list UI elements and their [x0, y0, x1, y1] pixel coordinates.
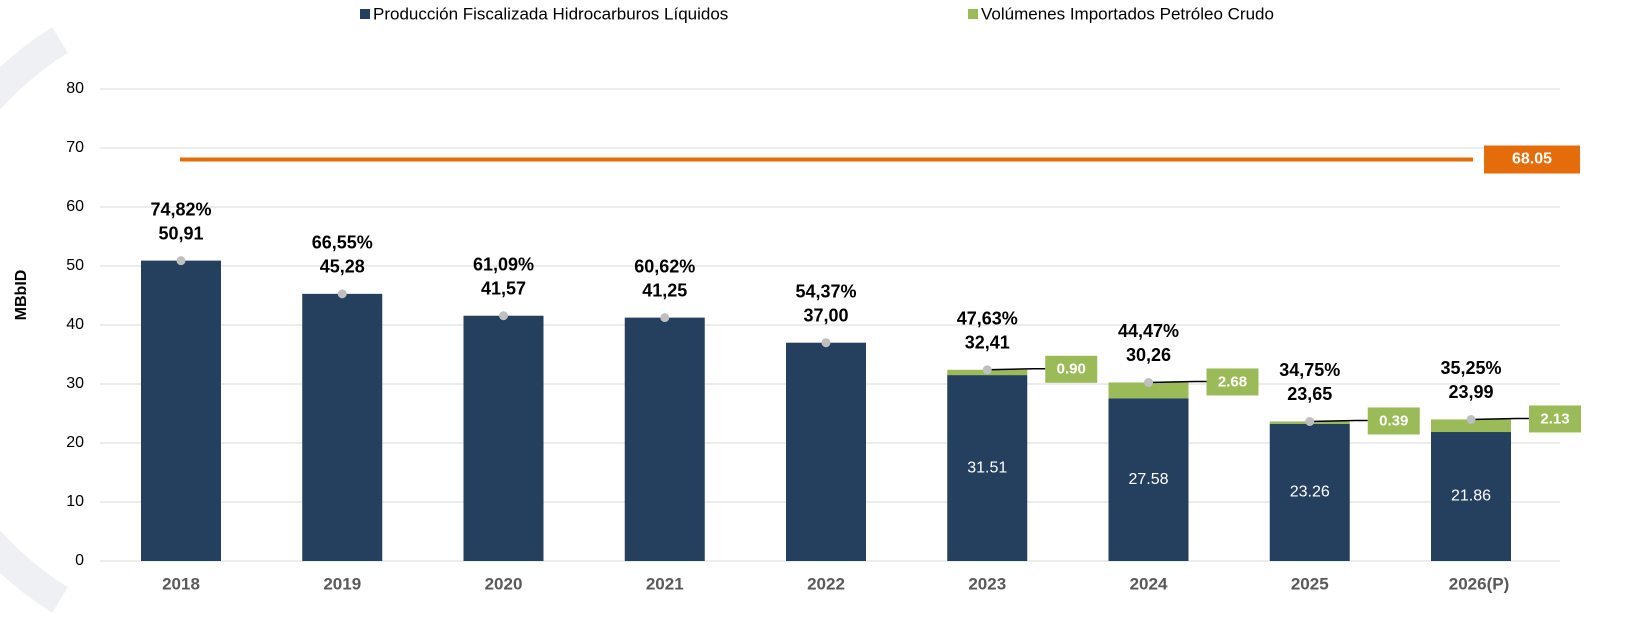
- y-tick-label: 50: [66, 257, 84, 274]
- total-marker: [982, 365, 992, 375]
- leader-line: [1470, 417, 1529, 421]
- bar: [1269, 423, 1350, 561]
- total-marker: [660, 313, 670, 323]
- share-label: 47,63%: [957, 309, 1018, 329]
- reference-label: 68.05: [1512, 151, 1552, 168]
- x-tick-label: 2019: [323, 574, 361, 593]
- value-label: 2.68: [1218, 373, 1247, 390]
- total-marker: [1466, 414, 1476, 424]
- x-tick-label: 2024: [1130, 574, 1168, 593]
- bar: [463, 315, 544, 561]
- value-label: 31.51: [967, 459, 1007, 476]
- bar: [141, 260, 221, 561]
- share-label: 66,55%: [312, 233, 373, 253]
- legend-label: Producción Fiscalizada Hidrocarburos Líq…: [373, 4, 728, 23]
- x-tick-label: 2022: [807, 574, 845, 593]
- leader-line: [987, 368, 1046, 371]
- total-label: 50,91: [158, 223, 203, 243]
- legend-swatch: [968, 9, 978, 19]
- reference-label-box: [1484, 145, 1580, 174]
- y-tick-label: 40: [66, 316, 84, 333]
- total-label: 23,99: [1448, 382, 1493, 402]
- leader-line: [1309, 419, 1368, 423]
- total-label: 41,57: [481, 278, 526, 298]
- total-label: 37,00: [803, 305, 848, 325]
- value-label: 27.58: [1128, 471, 1168, 488]
- x-tick-label: 2020: [485, 574, 523, 593]
- bar: [1108, 398, 1189, 561]
- legend-swatch: [360, 9, 370, 19]
- total-label: 32,41: [965, 333, 1010, 353]
- share-label: 34,75%: [1279, 360, 1340, 380]
- total-label: 45,28: [320, 257, 365, 277]
- share-label: 60,62%: [634, 256, 695, 276]
- total-marker: [499, 311, 508, 321]
- total-label: 23,65: [1287, 384, 1332, 404]
- bar: [1431, 419, 1511, 433]
- bar: [302, 293, 383, 561]
- total-marker: [1305, 416, 1315, 426]
- y-tick-label: 20: [66, 434, 84, 451]
- legend-label: Volúmenes Importados Petróleo Crudo: [981, 4, 1274, 23]
- x-tick-label: 2026(P): [1449, 574, 1509, 593]
- bar: [1108, 382, 1189, 399]
- x-tick-label: 2018: [162, 574, 200, 593]
- y-tick-label: 70: [66, 139, 84, 156]
- x-tick-label: 2021: [646, 574, 684, 593]
- y-tick-label: 80: [66, 80, 84, 97]
- share-label: 35,25%: [1440, 358, 1501, 378]
- y-tick-label: 30: [66, 375, 84, 392]
- y-tick-label: 10: [66, 493, 84, 510]
- value-label: 23.26: [1290, 484, 1330, 501]
- bar: [786, 342, 866, 561]
- leader-line: [1148, 380, 1207, 384]
- value-label: 0.39: [1379, 412, 1408, 429]
- total-marker: [176, 256, 186, 266]
- y-tick-label: 60: [66, 198, 84, 215]
- value-label: 2.13: [1540, 410, 1569, 427]
- share-label: 54,37%: [795, 281, 856, 301]
- y-axis-label: MBbID: [13, 270, 30, 321]
- x-tick-label: 2023: [968, 574, 1006, 593]
- bar: [947, 375, 1028, 561]
- x-tick-label: 2025: [1291, 574, 1329, 593]
- share-label: 74,82%: [150, 199, 211, 219]
- total-marker: [821, 338, 831, 348]
- total-label: 41,25: [642, 280, 687, 300]
- share-label: 44,47%: [1118, 321, 1179, 341]
- value-label-box: [1206, 368, 1259, 396]
- total-marker: [1144, 377, 1153, 387]
- value-label: 21.86: [1451, 488, 1491, 505]
- y-tick-label: 0: [75, 552, 84, 569]
- value-label-box: [1045, 355, 1098, 383]
- total-label: 30,26: [1126, 345, 1171, 365]
- bar: [624, 317, 705, 561]
- value-label-box: [1529, 405, 1581, 433]
- value-label-box: [1367, 407, 1420, 435]
- bar: [1431, 432, 1511, 561]
- total-marker: [337, 289, 347, 299]
- value-label: 0.90: [1057, 361, 1086, 378]
- share-label: 61,09%: [473, 254, 534, 274]
